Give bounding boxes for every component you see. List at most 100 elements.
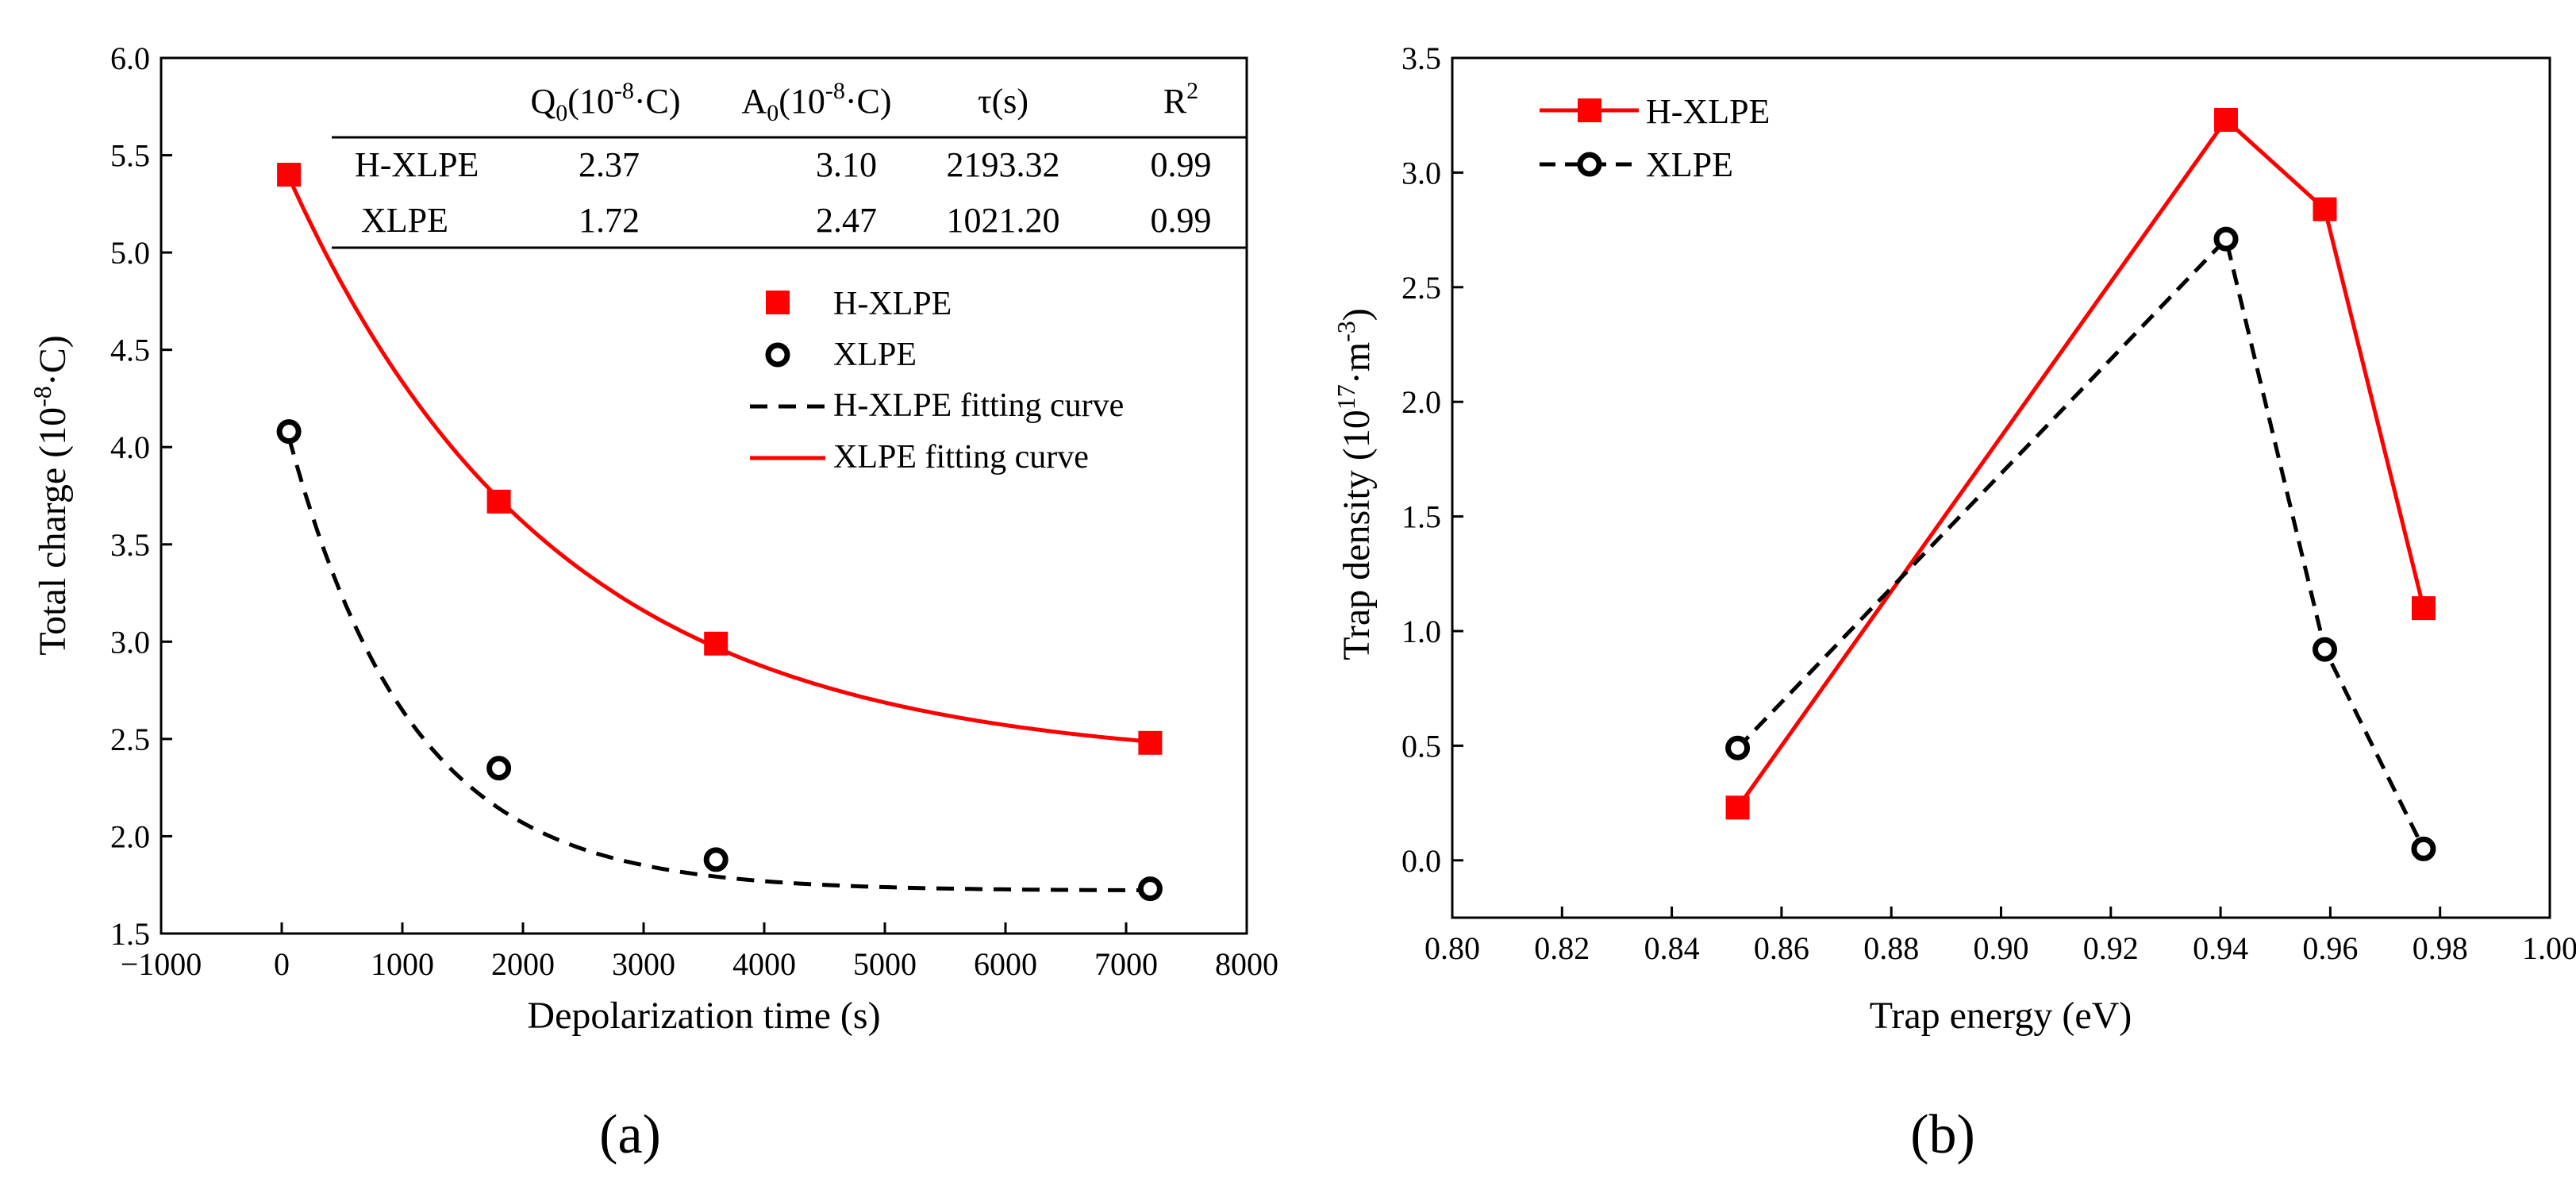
y-axis-ticks-b: 0.0 0.5 1.0 1.5 2.0 2.5 3.0 3.5 [1401,40,1463,879]
data-point-xlpe [2411,836,2436,861]
plot-frame-b [1451,56,2551,919]
x-tick-label: 1.00 [2522,930,2576,966]
y-tick-label: 2.5 [1401,270,1441,306]
series-line-xlpe [1736,235,2426,850]
plot-frame-a [160,56,1248,935]
data-points-a [276,163,1163,902]
table-row-label-xlpe: XLPE [361,201,448,240]
table-cell: 2193.32 [947,145,1060,184]
y-tick-label: 2.5 [110,722,150,757]
x-tick-label: 0.92 [2083,930,2139,966]
y-tick-label: 3.5 [110,527,150,563]
table-cell: 2.47 [816,201,877,240]
chart-panel-b: 0.80 0.82 0.84 0.86 0.88 0.90 0.92 0.94 0.96 0.98… [1332,40,2576,1165]
fit-curves-a [286,176,1151,893]
x-tick-label: 8000 [1215,946,1278,982]
data-point-xlpe [276,419,302,445]
legend-marker-xlpe [765,342,790,368]
table-cell: 3.10 [816,145,877,184]
x-tick-label: 0.88 [1863,930,1919,966]
y-axis-label-a: Total charge (10-8·C) [28,335,74,656]
legend-b: H-XLPE XLPE [1540,92,1770,184]
x-tick-label: −1000 [121,946,202,982]
y-tick-label: 1.5 [110,916,150,952]
x-tick-label: 0.98 [2413,930,2468,966]
chart-panel-a: −1000 0 1000 2000 3000 4000 5000 6000 7000 8000 1… [28,40,1278,1165]
y-tick-label: 5.5 [110,138,150,174]
y-tick-label: 2.0 [110,818,150,854]
table-header-r2: R2 [1163,78,1198,121]
fit-curve [286,437,1151,893]
data-point-h-xlpe [704,631,729,656]
series-line-h-xlpe [1736,117,2426,809]
x-tick-label: 0.96 [2302,930,2358,966]
y-tick-label: 2.0 [1401,384,1441,420]
legend-marker-hxlpe [1578,98,1601,122]
data-point-h-xlpe [2313,197,2337,221]
y-axis-ticks-a: 1.5 2.0 2.5 3.0 3.5 4.0 4.5 5.0 5.5 6.0 [110,40,172,952]
table-header-tau: τ(s) [978,82,1028,121]
table-cell: 0.99 [1151,145,1212,184]
x-tick-label: 0 [274,946,290,982]
panel-label-a: (a) [599,1104,661,1165]
y-tick-label: 3.5 [1401,40,1441,76]
legend-label-hxlpe-fit: H-XLPE fitting curve [833,387,1124,424]
y-axis-label-b: Trap density (1017·m-3) [1332,308,1378,660]
table-header-a0: A0(10-8·C) [741,78,891,126]
data-point-xlpe [1137,876,1163,902]
data-point-xlpe [486,756,512,781]
x-tick-label: 0.86 [1754,930,1809,966]
y-tick-label: 1.5 [1401,499,1441,535]
x-axis-label-a: Depolarization time (s) [527,995,880,1037]
y-tick-label: 3.0 [110,624,150,660]
x-tick-label: 7000 [1094,946,1158,982]
fit-parameter-table: Q0(10-8·C) A0(10-8·C) τ(s) R2 H-XLPE 2.3… [332,78,1247,249]
legend-a: H-XLPE XLPE H-XLPE fitting curve XLPE fi… [750,286,1124,475]
table-cell: 0.99 [1151,201,1212,240]
legend-label-xlpe: XLPE [1646,145,1733,184]
data-point-xlpe [703,847,729,872]
data-point-h-xlpe [1138,730,1163,755]
x-tick-label: 3000 [612,946,675,982]
y-tick-label: 3.0 [1401,155,1441,191]
x-axis-ticks-b: 0.80 0.82 0.84 0.86 0.88 0.90 0.92 0.94 0.96 0.98… [1424,907,2576,966]
x-tick-label: 2000 [491,946,555,982]
y-tick-label: 5.0 [110,235,150,271]
legend-label-hxlpe: H-XLPE [1646,92,1770,131]
data-point-h-xlpe [2214,107,2239,132]
data-point-xlpe [2312,637,2337,662]
x-tick-label: 0.82 [1534,930,1590,966]
data-point-h-xlpe [1725,795,1750,820]
x-tick-label: 5000 [853,946,917,982]
x-axis-ticks-a: −1000 0 1000 2000 3000 4000 5000 6000 7000 8000 [121,922,1278,982]
x-tick-label: 0.90 [1974,930,2029,966]
y-tick-label: 6.0 [110,40,150,76]
x-tick-label: 6000 [974,946,1037,982]
y-tick-label: 4.5 [110,333,150,368]
legend-label-xlpe-fit: XLPE fitting curve [833,439,1089,475]
y-tick-label: 1.0 [1401,614,1441,649]
x-tick-label: 0.84 [1644,930,1700,966]
x-tick-label: 1000 [371,946,434,982]
series-lines-b [1736,117,2426,850]
legend-marker-hxlpe [766,291,790,314]
x-tick-label: 0.94 [2193,930,2248,966]
table-cell: 1021.20 [947,201,1060,240]
data-points-b [1725,107,2436,861]
legend-label-hxlpe: H-XLPE [833,286,952,322]
data-point-h-xlpe [486,489,511,514]
x-axis-label-b: Trap energy (eV) [1870,995,2132,1037]
panel-label-b: (b) [1910,1104,1975,1165]
data-point-h-xlpe [2411,596,2436,621]
data-point-h-xlpe [277,163,302,187]
table-row-label-hxlpe: H-XLPE [355,145,479,184]
table-cell: 2.37 [579,145,640,184]
legend-label-xlpe: XLPE [833,337,917,373]
y-tick-label: 0.5 [1401,728,1441,764]
table-header-q0: Q0(10-8·C) [530,78,680,126]
data-point-xlpe [2213,226,2239,252]
data-point-xlpe [1725,735,1751,760]
x-tick-label: 4000 [732,946,796,982]
y-tick-label: 0.0 [1401,843,1441,879]
